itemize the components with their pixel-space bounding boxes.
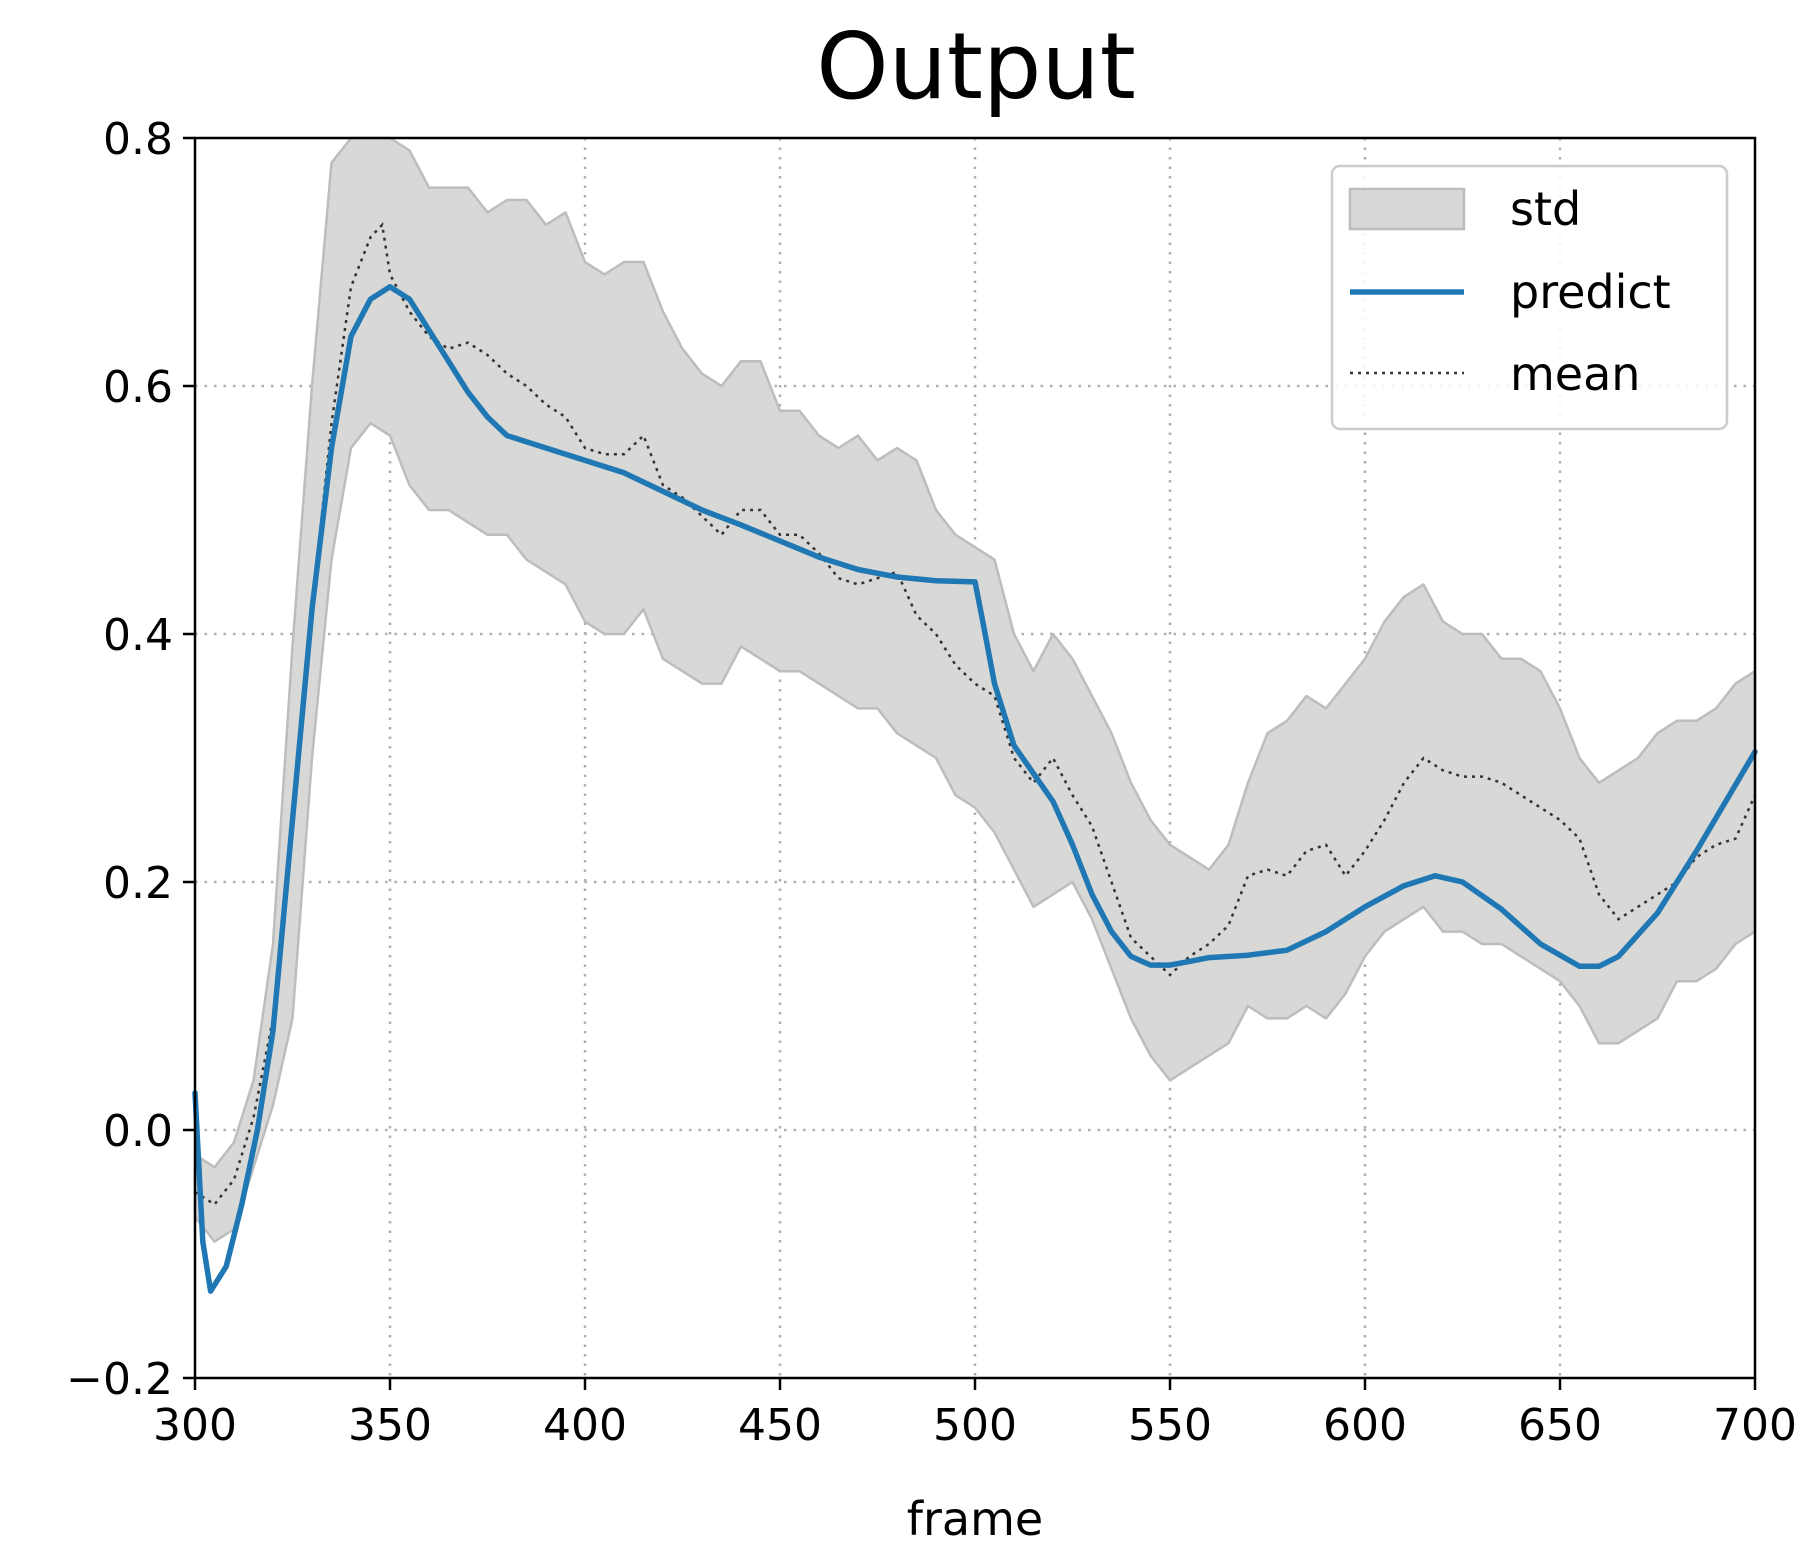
y-tick-label: 0.6 bbox=[103, 362, 173, 413]
y-tick-label: 0.0 bbox=[103, 1106, 173, 1157]
x-tick-label: 650 bbox=[1518, 1400, 1602, 1451]
x-tick-label: 350 bbox=[348, 1400, 432, 1451]
legend-label-std: std bbox=[1510, 182, 1581, 236]
axis-ticks: 300 350 400 450 500 550 600 650 700 −0.2 0.0 0.2 0.4… bbox=[66, 114, 1797, 1451]
y-tick-label: 0.4 bbox=[103, 610, 173, 661]
x-tick-label: 300 bbox=[153, 1400, 237, 1451]
predict-line bbox=[192, 284, 1758, 1294]
x-tick-label: 450 bbox=[738, 1400, 822, 1451]
legend-swatch-std bbox=[1348, 187, 1466, 231]
legend-label-predict: predict bbox=[1510, 265, 1671, 319]
x-tick-label: 700 bbox=[1713, 1400, 1797, 1451]
x-tick-label: 550 bbox=[1128, 1400, 1212, 1451]
series-layer bbox=[192, 222, 1758, 1294]
x-tick-label: 400 bbox=[543, 1400, 627, 1451]
legend-box bbox=[1330, 164, 1729, 431]
x-tick-label: 600 bbox=[1323, 1400, 1407, 1451]
x-axis-label: frame bbox=[907, 1492, 1043, 1546]
y-tick-label: −0.2 bbox=[66, 1354, 173, 1405]
y-tick-label: 0.2 bbox=[103, 858, 173, 909]
legend-label-mean: mean bbox=[1510, 347, 1640, 401]
x-tick-label: 500 bbox=[933, 1400, 1017, 1451]
chart-title: Output bbox=[816, 13, 1136, 120]
y-tick-label: 0.8 bbox=[103, 114, 173, 165]
legend: std predict mean bbox=[1330, 164, 1729, 431]
